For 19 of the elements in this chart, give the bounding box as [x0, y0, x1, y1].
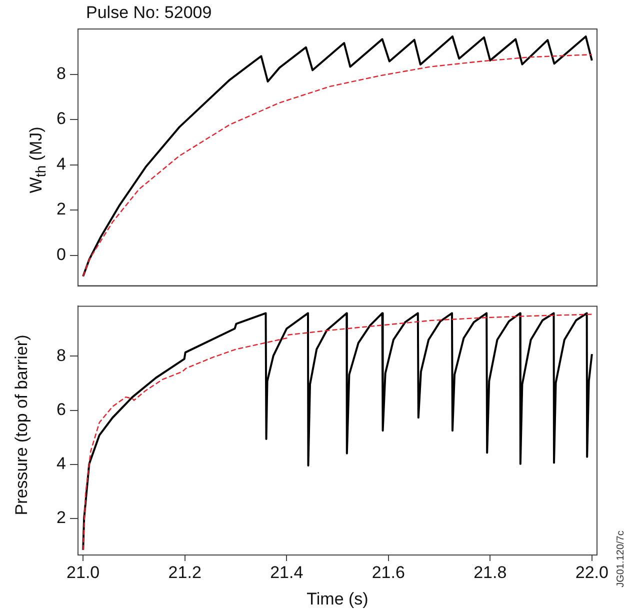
y-tick-label: 6	[56, 109, 66, 128]
y-tick-label: 4	[56, 454, 66, 474]
x-tick-label: 21.6	[372, 562, 405, 582]
y-tick-label: 4	[56, 154, 66, 174]
x-tick-label: 21.4	[270, 562, 304, 582]
x-tick-label: 21.2	[168, 562, 202, 582]
y-tick-label: 0	[56, 244, 66, 264]
y-tick-label: 2	[56, 200, 66, 219]
x-tick-label: 21.0	[66, 562, 100, 582]
y-tick-label: 6	[56, 400, 66, 420]
y-axis-title: Pressure (top of barrier)	[12, 334, 32, 516]
y-tick-label: 8	[56, 64, 66, 83]
text: JG01.120/7c	[616, 530, 626, 588]
y-tick-label: 2	[56, 508, 66, 528]
chart-title: Pulse No: 52009	[86, 3, 212, 23]
y-tick-label: 8	[56, 346, 66, 365]
x-tick-label: 22.0	[575, 562, 608, 582]
x-axis-title: Time (s)	[306, 589, 368, 608]
x-tick-label: 21.8	[474, 562, 507, 582]
